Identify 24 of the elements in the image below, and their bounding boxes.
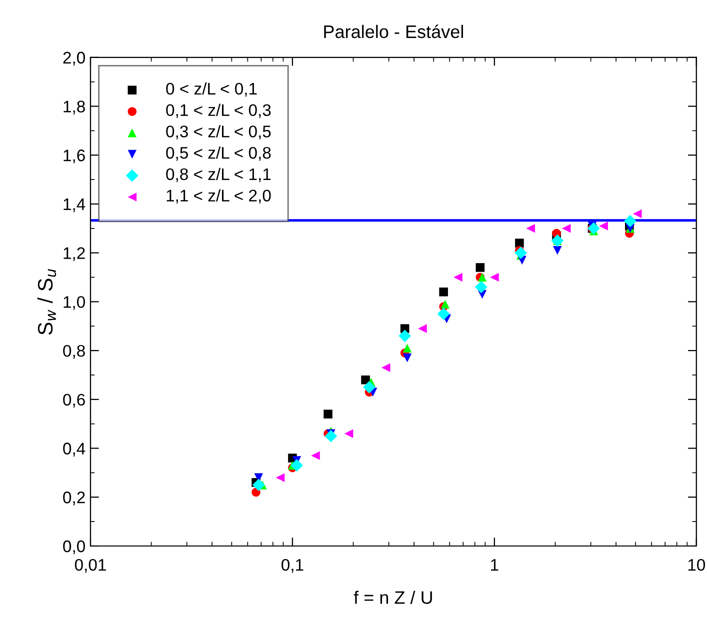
x-tick-label: 0,01 — [74, 558, 106, 573]
legend-label: 0,8 < z/L < 1,1 — [166, 168, 271, 182]
legend-label: 1,1 < z/L < 2,0 — [166, 189, 271, 204]
x-tick-label: 0,1 — [282, 558, 304, 573]
legend-label: 0 < z/L < 0,1 — [166, 82, 257, 97]
y-tick-label: 0,4 — [63, 442, 86, 456]
y-tick-label: 2,0 — [63, 52, 85, 66]
legend-label: 0,5 < z/L < 0,8 — [166, 146, 271, 161]
y-tick-label: 0,8 — [63, 344, 85, 359]
y-tick-label: 1,4 — [64, 198, 86, 212]
y-axis-title: S$_{w}$ / S$_{u}$ — [37, 269, 56, 335]
x-axis-title: f = n Z / U — [354, 590, 432, 604]
y-tick-label: 1,2 — [64, 247, 85, 262]
y-tick-label: 0,2 — [63, 492, 85, 506]
x-tick-label: 10 — [688, 558, 706, 571]
legend-label: 0,1 < z/L < 0,3 — [166, 104, 271, 118]
y-tick-label: 1,8 — [64, 100, 85, 114]
x-tick-label: 1 — [491, 559, 498, 571]
y-tick-label: 1,6 — [64, 150, 85, 164]
y-tick-label: 0,6 — [63, 394, 85, 408]
legend-label: 0,3 < z/L < 0,5 — [166, 125, 271, 140]
y-tick-label: 1,0 — [64, 296, 85, 310]
chart-title: Paralelo - Estável — [324, 24, 463, 38]
y-tick-label: 0,0 — [63, 540, 85, 554]
